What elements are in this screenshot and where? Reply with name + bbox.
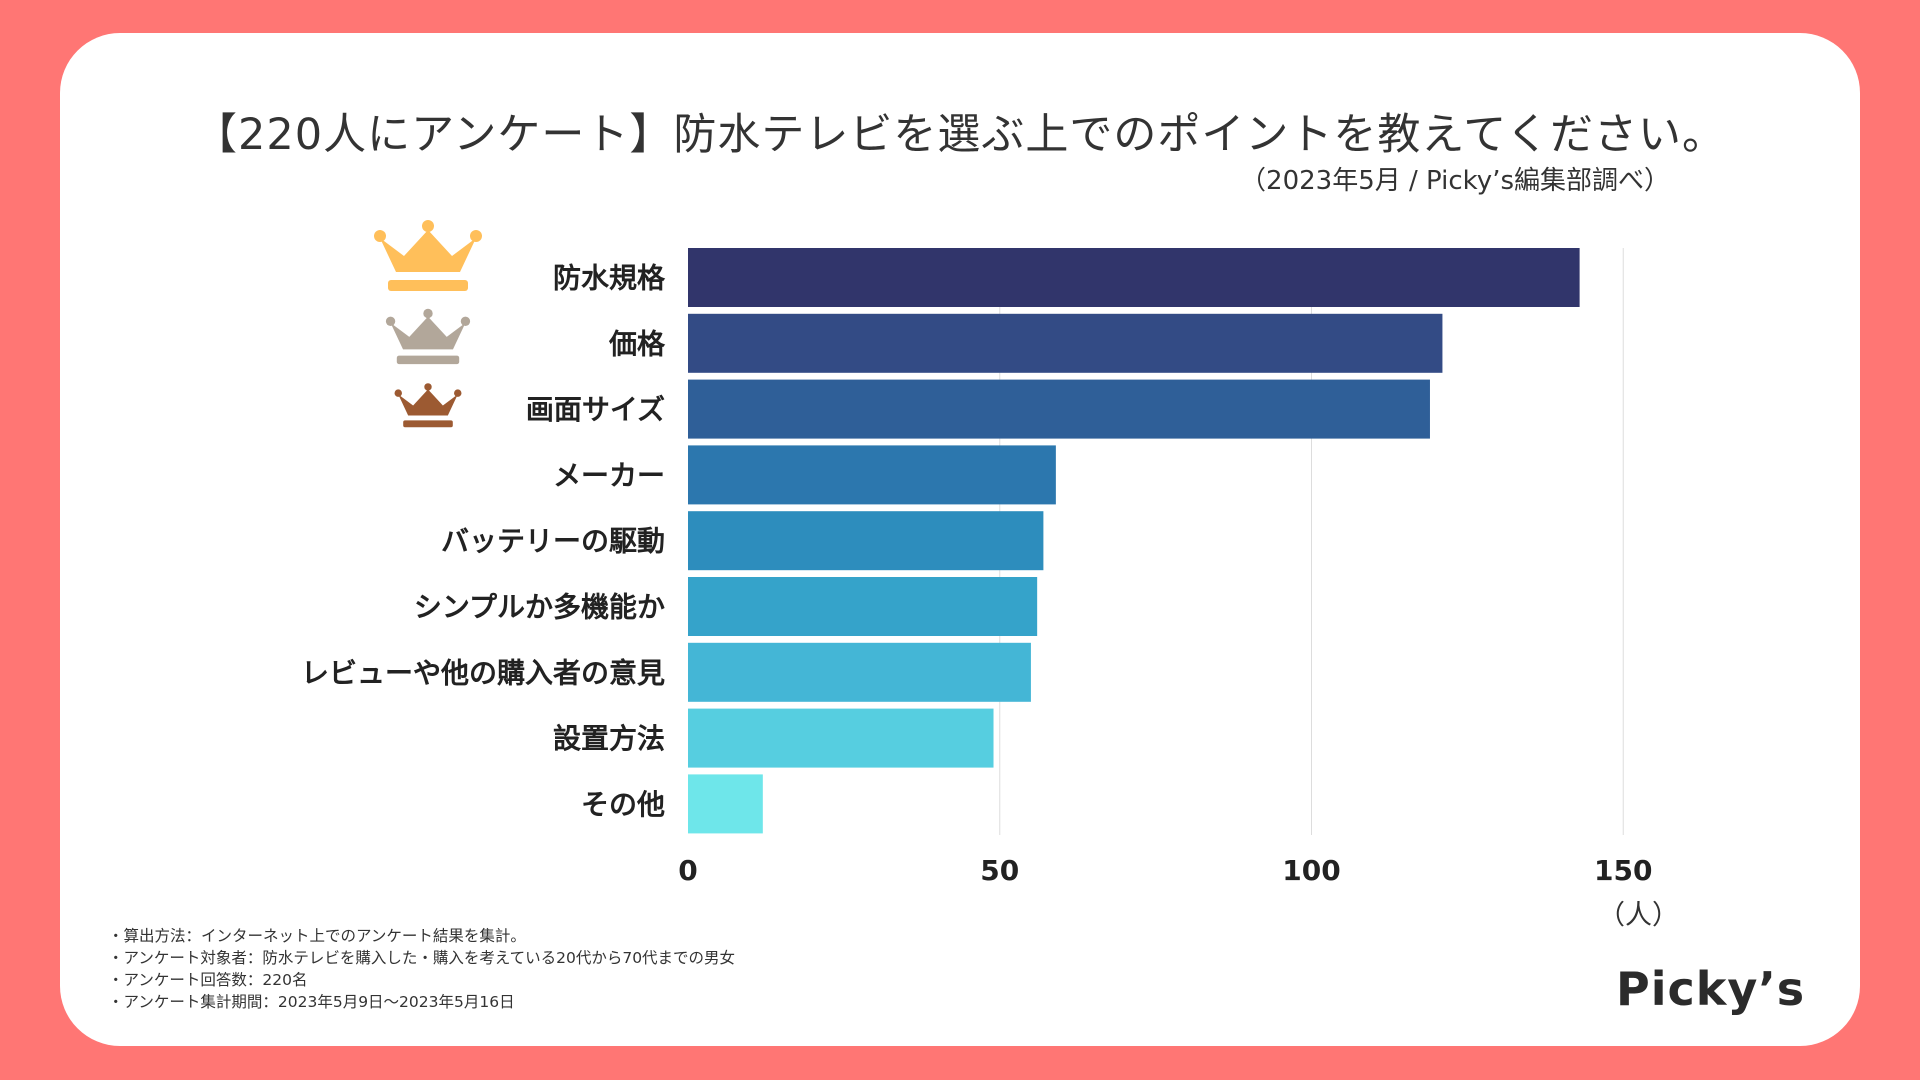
bar <box>688 248 1580 307</box>
footnote-method: ・算出方法：インターネット上でのアンケート結果を集計。 <box>108 927 526 945</box>
bar <box>688 708 994 768</box>
brand-logo: Picky’s <box>1616 962 1806 1016</box>
crown-jewel <box>374 230 386 242</box>
bar <box>688 577 1038 636</box>
footnote-target: ・アンケート対象者：防水テレビを購入した・購入を考えている20代から70代までの… <box>108 949 736 967</box>
crown-jewel <box>422 220 434 232</box>
crown-body <box>380 230 476 272</box>
bar <box>688 774 763 834</box>
bar <box>688 511 1044 571</box>
category-label: レビューや他の購入者の意見 <box>301 656 665 689</box>
crown-jewel <box>423 308 433 319</box>
category-label: バッテリーの駆動 <box>441 525 665 558</box>
footnotes: ・算出方法：インターネット上でのアンケート結果を集計。 ・アンケート対象者：防水… <box>108 925 735 1013</box>
footnote-period: ・アンケート集計期間：2023年5月9日〜2023年5月16日 <box>108 993 515 1011</box>
crown-band <box>396 355 460 365</box>
rank-crowns <box>374 220 482 428</box>
category-label: 画面サイズ <box>526 393 665 426</box>
bar <box>688 445 1056 505</box>
category-label: シンプルか多機能か <box>414 591 665 624</box>
crown-band <box>388 280 468 291</box>
category-label: 防水規格 <box>553 262 666 295</box>
crown-icon <box>374 220 482 291</box>
x-tick-labels: 0 50 100 150 <box>678 854 1652 887</box>
x-tick-label: 0 <box>678 854 697 887</box>
x-tick-label: 50 <box>980 854 1019 887</box>
category-label: メーカー <box>553 459 665 492</box>
x-axis-unit-label: （人） <box>1598 900 1679 931</box>
chart-subtitle: （2023年5月 / Picky’s編集部調べ） <box>1240 166 1670 196</box>
bar <box>688 313 1443 373</box>
category-labels: 防水規格価格画面サイズメーカーバッテリーの駆動シンプルか多機能かレビューや他の購… <box>301 262 666 821</box>
bars <box>688 248 1580 834</box>
footnote-responses: ・アンケート回答数：220名 <box>108 971 308 989</box>
chart-title: 【220人にアンケート】防水テレビを選ぶ上でのポイントを教えてください。 <box>194 110 1726 160</box>
crown-jewel <box>385 316 396 326</box>
crown-jewel <box>470 230 482 242</box>
crown-jewel <box>394 389 402 397</box>
bar <box>688 379 1430 439</box>
crown-body <box>398 389 458 416</box>
crown-band <box>403 420 453 428</box>
crown-body <box>390 316 466 350</box>
category-label: 設置方法 <box>553 722 665 755</box>
crown-jewel <box>460 316 471 326</box>
x-tick-label: 100 <box>1282 854 1340 887</box>
category-label: 価格 <box>608 327 666 360</box>
crown-jewel <box>424 383 432 391</box>
crown-icon <box>394 383 462 428</box>
bar <box>688 642 1031 702</box>
category-label: その他 <box>581 788 665 821</box>
x-tick-label: 150 <box>1594 854 1652 887</box>
crown-jewel <box>454 389 462 397</box>
crown-icon <box>385 308 471 365</box>
